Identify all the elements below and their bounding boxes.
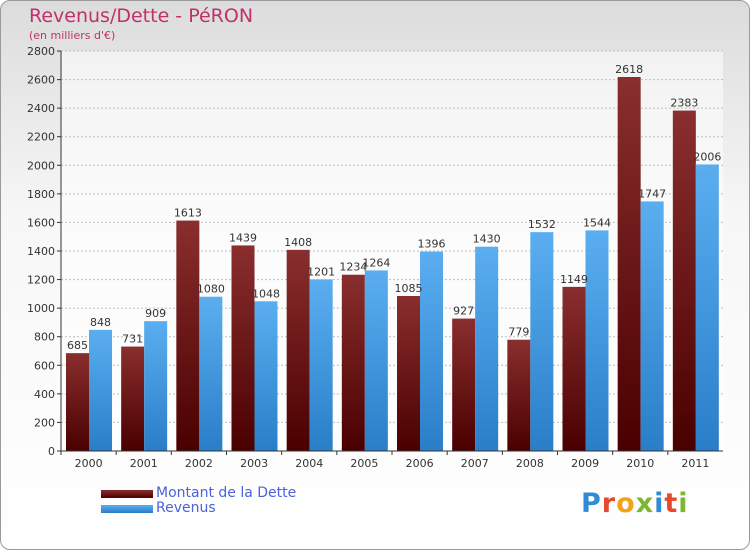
y-tick-label: 1600: [27, 216, 55, 229]
y-tick-label: 1000: [27, 302, 55, 315]
x-tick-label: 2008: [516, 457, 544, 470]
bar-revenus-2007: [475, 246, 499, 451]
y-tick-label: 0: [48, 445, 55, 458]
data-label-dette-2008: 779: [508, 326, 529, 339]
bar-dette-2006: [397, 296, 420, 451]
bar-revenus-2008: [530, 232, 554, 451]
data-label-revenus-2011: 2006: [693, 150, 721, 163]
bar-dette-2007: [452, 318, 476, 451]
x-tick-label: 2010: [626, 457, 654, 470]
x-tick-label: 2007: [461, 457, 489, 470]
x-tick-label: 2004: [295, 457, 323, 470]
x-tick-label: 2005: [350, 457, 378, 470]
data-label-dette-2009: 1149: [560, 273, 588, 286]
logo-letter: t: [664, 488, 679, 519]
bar-revenus-2000: [89, 329, 112, 451]
bar-dette-2008: [507, 339, 531, 451]
bar-revenus-2001: [144, 321, 168, 451]
legend-swatch-dette: [101, 490, 153, 498]
x-tick-label: 2011: [681, 457, 709, 470]
x-tick-label: 2000: [75, 457, 103, 470]
x-tick-label: 2003: [240, 457, 268, 470]
plot-area: [61, 51, 723, 451]
x-tick-label: 2001: [130, 457, 158, 470]
data-label-dette-2010: 2618: [615, 63, 643, 76]
legend-label-dette: Montant de la Dette: [156, 485, 297, 501]
data-label-revenus-2008: 1532: [528, 218, 556, 231]
y-tick-label: 2600: [27, 74, 55, 87]
bar-revenus-2006: [420, 251, 443, 451]
data-label-revenus-2004: 1201: [307, 265, 335, 278]
bar-dette-2009: [562, 286, 586, 451]
logo-letter: i: [678, 488, 689, 519]
x-tick-label: 2009: [571, 457, 599, 470]
legend-label-revenus: Revenus: [156, 500, 216, 516]
y-tick-label: 400: [34, 388, 55, 401]
bar-revenus-2003: [254, 301, 278, 451]
bar-dette-2010: [617, 77, 641, 451]
bar-dette-2011: [672, 110, 696, 452]
data-label-dette-2000: 685: [67, 339, 88, 352]
y-tick-label: 600: [34, 359, 55, 372]
y-tick-label: 1400: [27, 245, 55, 258]
y-tick-label: 2800: [27, 45, 55, 58]
data-label-dette-2007: 927: [453, 305, 474, 318]
bar-revenus-2011: [695, 164, 719, 451]
data-label-dette-2005: 1234: [339, 261, 367, 274]
data-label-revenus-2000: 848: [90, 316, 111, 329]
logo-letter: x: [635, 488, 655, 519]
y-tick-label: 2200: [27, 131, 55, 144]
chart-title: Revenus/Dette - PéRON: [29, 5, 254, 27]
proxiti-logo: Proxiti: [581, 488, 689, 519]
logo-letter: i: [654, 488, 665, 519]
bar-dette-2003: [231, 245, 255, 451]
y-tick-label: 2400: [27, 102, 55, 115]
bar-revenus-2010: [640, 201, 664, 451]
data-label-revenus-2010: 1747: [638, 187, 666, 200]
x-tick-label: 2006: [406, 457, 434, 470]
data-label-dette-2011: 2383: [670, 97, 698, 110]
bar-revenus-2005: [364, 270, 388, 451]
bar-dette-2004: [286, 249, 310, 451]
bar-revenus-2009: [585, 230, 609, 451]
data-label-revenus-2002: 1080: [197, 283, 225, 296]
data-label-revenus-2005: 1264: [362, 256, 390, 269]
y-tick-label: 1800: [27, 188, 55, 201]
y-tick-label: 200: [34, 416, 55, 429]
bar-revenus-2002: [199, 296, 223, 451]
data-label-revenus-2006: 1396: [418, 238, 446, 251]
data-label-revenus-2003: 1048: [252, 287, 280, 300]
bar-revenus-2004: [309, 279, 333, 451]
chart-subtitle: (en milliers d'€): [29, 29, 116, 42]
x-tick-label: 2002: [185, 457, 213, 470]
logo-letter: r: [601, 488, 617, 519]
y-tick-label: 2000: [27, 159, 55, 172]
data-label-revenus-2009: 1544: [583, 216, 611, 229]
legend-swatch-revenus: [101, 505, 153, 513]
bar-dette-2001: [121, 346, 145, 451]
data-label-dette-2002: 1613: [174, 207, 202, 220]
data-label-revenus-2001: 909: [145, 307, 166, 320]
bar-dette-2000: [66, 353, 89, 451]
y-tick-label: 800: [34, 331, 55, 344]
data-label-dette-2001: 731: [122, 333, 143, 346]
logo-letter: o: [616, 488, 636, 519]
y-tick-label: 1200: [27, 274, 55, 287]
data-label-dette-2004: 1408: [284, 236, 312, 249]
data-label-dette-2006: 1085: [395, 282, 423, 295]
bar-dette-2005: [341, 274, 365, 451]
data-label-revenus-2007: 1430: [473, 233, 501, 246]
data-label-dette-2003: 1439: [229, 231, 257, 244]
bar-dette-2002: [176, 220, 200, 451]
logo-letter: P: [581, 488, 602, 519]
